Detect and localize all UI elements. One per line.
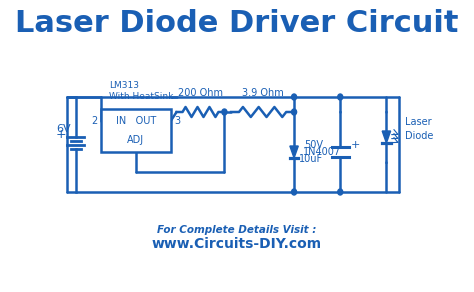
- Circle shape: [292, 189, 297, 195]
- Text: IN   OUT: IN OUT: [116, 116, 156, 126]
- Bar: [101, 109, 171, 152]
- Polygon shape: [290, 146, 298, 158]
- Text: 200 Ohm: 200 Ohm: [178, 88, 223, 98]
- Text: ADJ: ADJ: [128, 135, 145, 145]
- Text: 2: 2: [91, 116, 98, 126]
- Text: Laser Diode Driver Circuit: Laser Diode Driver Circuit: [15, 10, 459, 39]
- Polygon shape: [382, 131, 391, 143]
- Text: 50V
10uF: 50V 10uF: [299, 140, 323, 164]
- Circle shape: [337, 94, 343, 100]
- Text: +: +: [55, 128, 66, 141]
- Text: 3.9 Ohm: 3.9 Ohm: [242, 88, 283, 98]
- Text: +: +: [351, 140, 361, 150]
- Text: LM313
With HeatSink: LM313 With HeatSink: [109, 81, 174, 101]
- Text: www.Circuits-DIY.com: www.Circuits-DIY.com: [152, 237, 322, 251]
- Circle shape: [222, 109, 227, 115]
- Text: 6V: 6V: [56, 124, 71, 135]
- Text: Laser
Diode: Laser Diode: [405, 117, 433, 141]
- Circle shape: [292, 94, 297, 100]
- Text: For Complete Details Visit :: For Complete Details Visit :: [157, 225, 317, 235]
- Circle shape: [337, 189, 343, 195]
- Text: 1N4007: 1N4007: [302, 147, 341, 157]
- Circle shape: [292, 109, 297, 115]
- Text: 3: 3: [174, 116, 181, 126]
